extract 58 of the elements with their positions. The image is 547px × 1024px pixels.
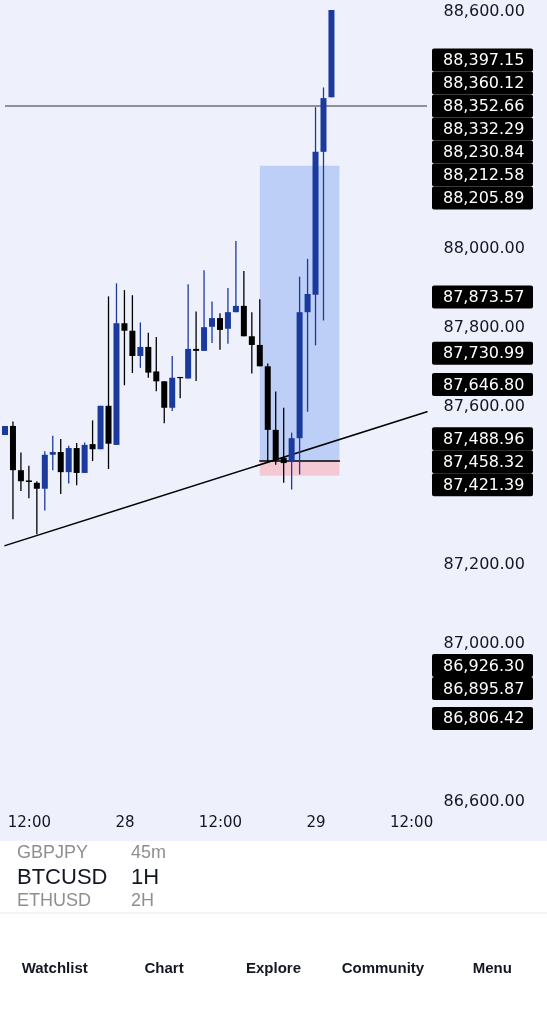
text: Community xyxy=(341,959,425,976)
text: 88,360.12 xyxy=(443,72,525,92)
y-tick-label: 87,000.00 xyxy=(443,632,525,652)
text: 1H xyxy=(131,864,160,889)
y-tick-label: 86,600.00 xyxy=(443,790,525,810)
candlestick xyxy=(49,435,56,471)
candlestick xyxy=(209,300,216,344)
text: 88,352.66 xyxy=(443,95,525,115)
candlestick xyxy=(33,480,40,535)
text: 88,332.29 xyxy=(443,118,525,138)
text: 88,212.58 xyxy=(443,164,525,184)
x-tick-label: 28 xyxy=(115,812,135,831)
candlestick xyxy=(201,269,208,352)
text: ETHUSD xyxy=(17,890,92,910)
candlestick xyxy=(193,310,200,382)
text: Menu xyxy=(472,959,512,976)
text: 86,806.42 xyxy=(443,708,525,728)
candlestick xyxy=(153,336,160,392)
text: 2H xyxy=(131,890,155,910)
x-tick-label: 12:00 xyxy=(389,812,434,831)
y-tick-label: 88,000.00 xyxy=(443,237,525,257)
candlestick xyxy=(17,451,24,492)
candlestick xyxy=(137,321,144,369)
text: Chart xyxy=(144,959,184,976)
y-tick-label: 87,200.00 xyxy=(443,553,525,573)
text: 88,205.89 xyxy=(443,187,525,207)
x-tick-label: 29 xyxy=(306,812,326,831)
y-tick-label: 87,600.00 xyxy=(443,395,525,415)
candlestick xyxy=(304,258,311,413)
text: 87,488.96 xyxy=(443,428,525,448)
candlestick xyxy=(256,298,263,367)
text: 87,421.39 xyxy=(443,474,525,494)
y-tick-label: 87,800.00 xyxy=(443,316,525,336)
text: 45m xyxy=(131,842,167,862)
text: 87,458.32 xyxy=(443,451,525,471)
candlestick xyxy=(57,438,64,495)
text: GBPJPY xyxy=(17,842,89,862)
x-tick-label: 12:00 xyxy=(198,812,243,831)
text: Watchlist xyxy=(21,959,88,976)
text: 86,895.87 xyxy=(443,678,525,698)
candlestick xyxy=(232,240,239,313)
text: BTCUSD xyxy=(17,864,108,889)
candlestick xyxy=(121,289,128,386)
text: 88,230.84 xyxy=(443,141,525,161)
candlestick xyxy=(288,432,295,491)
text: 87,873.57 xyxy=(443,286,525,306)
candlestick xyxy=(216,312,223,351)
candlestick xyxy=(224,287,231,345)
x-tick-label: 12:00 xyxy=(7,812,51,831)
text: 87,646.80 xyxy=(443,374,525,394)
text: 86,926.30 xyxy=(443,655,525,675)
candlestick xyxy=(89,419,96,462)
candlestick xyxy=(25,465,32,499)
y-tick-label: 88,600.00 xyxy=(443,0,525,20)
text: 87,730.99 xyxy=(443,343,525,363)
candlestick xyxy=(248,311,255,375)
text: 88,397.15 xyxy=(443,50,525,69)
text: Explore xyxy=(245,959,302,976)
